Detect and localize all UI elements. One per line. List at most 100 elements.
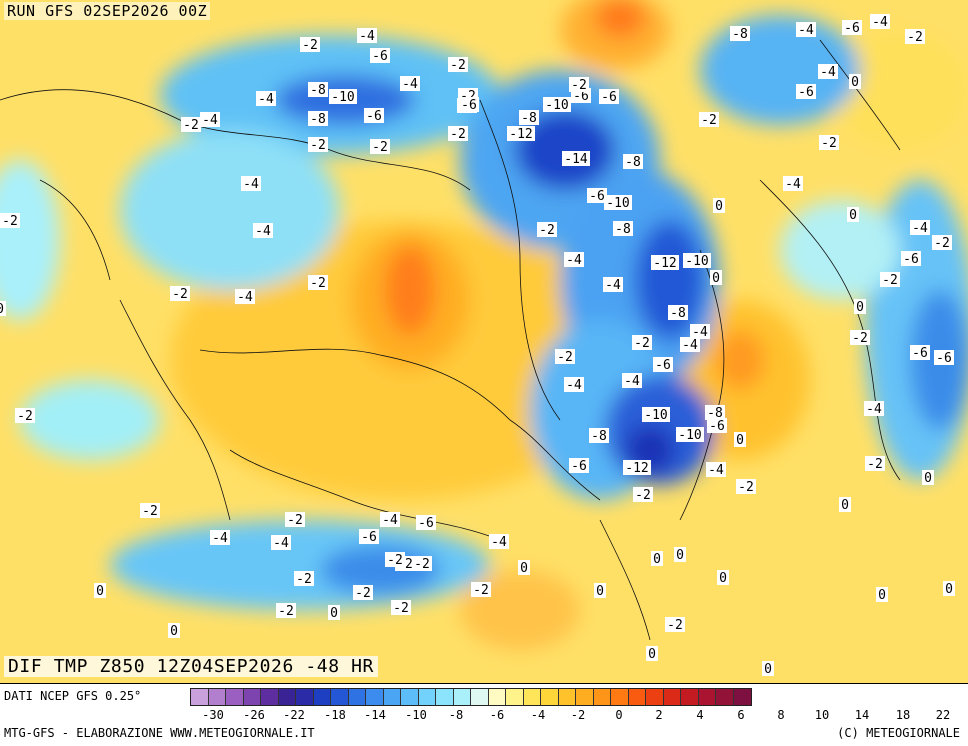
isotherm-label-bg: [15, 408, 35, 423]
isotherm-label-text: -2: [852, 331, 868, 346]
isotherm-label-text: 0: [0, 302, 4, 317]
isotherm-label-text: -2: [634, 336, 650, 351]
colorbar-swatch: [716, 689, 734, 705]
isotherm-label: -4: [603, 277, 623, 293]
colorbar-swatch: [681, 689, 699, 705]
isotherm-label: -2: [537, 222, 557, 238]
colorbar-swatch: [733, 689, 751, 705]
isotherm-label-text: -2: [821, 136, 837, 151]
isotherm-label: -4: [622, 373, 642, 389]
colorbar-tick-label: 6: [737, 708, 745, 722]
map-svg: -2-4-6-4-2-8-6-4-2-4-8-10-4-2-6-2-6-4-8-…: [0, 0, 968, 683]
isotherm-label-text: 0: [648, 647, 656, 662]
colorbar-tick-label: -10: [405, 708, 427, 722]
isotherm-label-bg: [683, 253, 711, 268]
isotherm-label: 0: [839, 497, 851, 513]
isotherm-label-text: -12: [625, 461, 648, 476]
isotherm-label-bg: [870, 14, 890, 29]
isotherm-label: -2: [865, 456, 885, 472]
colorbar-swatch: [243, 689, 261, 705]
isotherm-label-bg: [168, 623, 180, 638]
isotherm-label: -4: [489, 534, 509, 550]
isotherm-label-bg: [783, 176, 803, 191]
isotherm-label: -4: [400, 76, 420, 92]
isotherm-label-text: -4: [212, 531, 228, 546]
isotherm-label-text: -2: [450, 127, 466, 142]
isotherm-label-text: -2: [414, 557, 430, 572]
isotherm-label-bg: [710, 270, 722, 285]
isotherm-label: -14: [562, 151, 590, 167]
isotherm-label-text: -12: [653, 256, 676, 271]
isotherm-label-text: -4: [402, 77, 418, 92]
isotherm-label-bg: [285, 512, 305, 527]
isotherm-label-bg: [603, 277, 623, 292]
isotherm-label-text: -2: [473, 583, 489, 598]
isotherm-label-text: -6: [589, 189, 605, 204]
isotherm-label-bg: [380, 512, 400, 527]
isotherm-label: -4: [235, 289, 255, 305]
colorbar-labels: -30-26-22-18-14-10-8-6-4-202468101418223…: [190, 708, 968, 722]
isotherm-label-text: -2: [557, 350, 573, 365]
isotherm-label-bg: [653, 357, 673, 372]
isotherm-label-text: -2: [934, 236, 950, 251]
temperature-anomaly-map: -2-4-6-4-2-8-6-4-2-4-8-10-4-2-6-2-6-4-8-…: [0, 0, 968, 683]
isotherm-label-bg: [594, 583, 606, 598]
isotherm-label-text: -8: [310, 83, 326, 98]
isotherm-label-text: -2: [571, 78, 587, 93]
isotherm-label-text: -10: [331, 90, 354, 105]
isotherm-label-text: -2: [867, 457, 883, 472]
colorbar-tick-label: -8: [448, 708, 464, 722]
isotherm-label: 0: [854, 299, 866, 315]
isotherm-label-text: -2: [302, 38, 318, 53]
isotherm-label-text: -10: [545, 98, 568, 113]
isotherm-label-text: -6: [903, 252, 919, 267]
isotherm-label: -6: [934, 350, 954, 366]
isotherm-label: 0: [922, 470, 934, 486]
isotherm-label-text: -6: [844, 21, 860, 36]
isotherm-label-bg: [200, 112, 220, 127]
isotherm-label-bg: [854, 299, 866, 314]
isotherm-label-text: -2: [17, 409, 33, 424]
isotherm-label: 0: [710, 270, 722, 286]
isotherm-label-bg: [235, 289, 255, 304]
isotherm-label-bg: [507, 126, 535, 141]
isotherm-label-text: 0: [945, 582, 953, 597]
isotherm-label-text: -12: [509, 127, 532, 142]
isotherm-label-text: -2: [701, 113, 717, 128]
isotherm-label: -12: [507, 126, 535, 142]
isotherm-label-bg: [699, 112, 719, 127]
isotherm-label-bg: [849, 74, 861, 89]
isotherm-label-bg: [329, 89, 357, 104]
isotherm-label: -6: [796, 84, 816, 100]
isotherm-label-bg: [0, 301, 6, 316]
colorbar-swatch: [663, 689, 681, 705]
isotherm-label-bg: [448, 126, 468, 141]
isotherm-label-text: -4: [237, 290, 253, 305]
isotherm-label-text: -4: [273, 536, 289, 551]
isotherm-label-text: -2: [142, 504, 158, 519]
isotherm-label: -6: [842, 20, 862, 36]
isotherm-label: -2: [276, 603, 296, 619]
data-credit: DATI NCEP GFS 0.25°: [4, 689, 142, 703]
isotherm-label-text: -2: [393, 601, 409, 616]
colorbar-tick-label: 14: [854, 708, 870, 722]
isotherm-label-text: -2: [635, 488, 651, 503]
isotherm-label-bg: [646, 646, 658, 661]
isotherm-label-text: -4: [624, 374, 640, 389]
isotherm-label: -4: [783, 176, 803, 192]
isotherm-label-text: -10: [685, 254, 708, 269]
isotherm-label: -10: [604, 195, 632, 211]
isotherm-label: -4: [564, 252, 584, 268]
isotherm-label-text: -2: [310, 276, 326, 291]
isotherm-label-text: -8: [521, 111, 537, 126]
isotherm-label: -8: [308, 111, 328, 127]
colorbar-swatch: [296, 689, 314, 705]
isotherm-label: -2: [353, 585, 373, 601]
isotherm-label-bg: [308, 111, 328, 126]
isotherm-label: -2: [294, 571, 314, 587]
isotherm-label-bg: [385, 552, 405, 567]
isotherm-label: -2: [699, 112, 719, 128]
isotherm-label-text: -4: [258, 92, 274, 107]
isotherm-label-bg: [562, 151, 590, 166]
isotherm-label: -8: [623, 154, 643, 170]
